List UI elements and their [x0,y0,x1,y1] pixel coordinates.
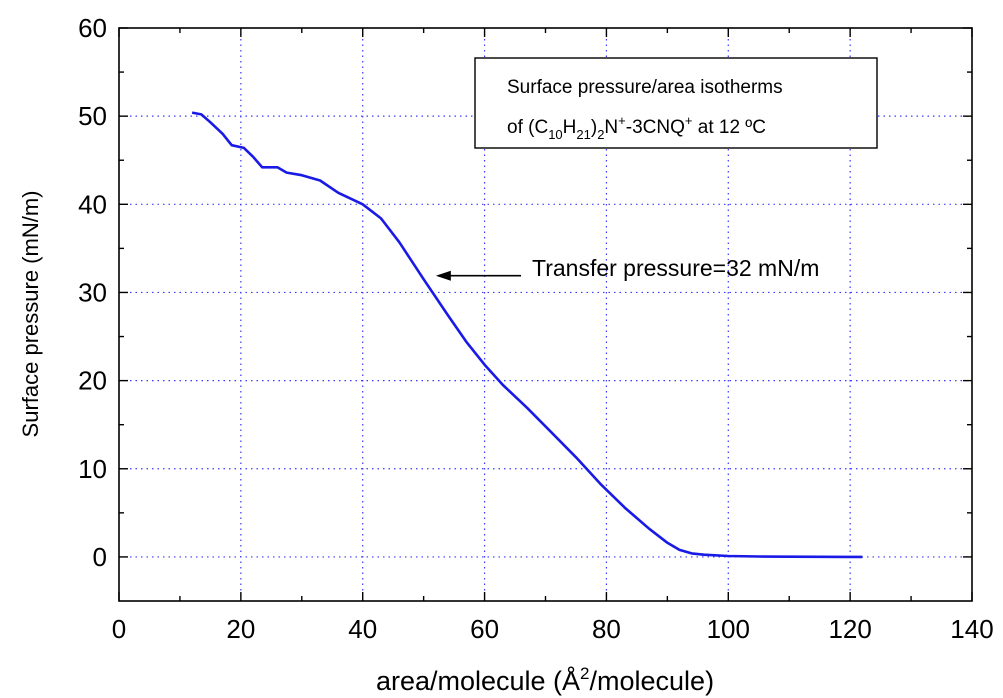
series-layer [191,111,863,559]
x-tick-label: 0 [112,614,126,644]
x-tick-label: 80 [592,614,621,644]
y-axis-title: Surface pressure (mN/m) [18,191,43,438]
legend-text-part: H [563,117,577,138]
axis-ticks [118,27,973,601]
y-tick-label: 30 [78,277,107,307]
annotation-label: Transfer pressure=32 mN/m [532,255,819,281]
annotation-arrowhead [435,270,451,281]
x-tick-label: 20 [226,614,255,644]
legend-text-part: + [685,113,693,128]
legend-text-part: of (C [507,117,548,138]
legend-text-part: at 12 ºC [692,117,765,138]
legend-text-part: N [604,117,618,138]
y-tick-label: 50 [78,101,107,131]
legend-line-2: of (C10H21)2N+-3CNQ+ at 12 ºC [507,113,766,142]
legend-box [474,57,878,149]
legend-text-part: 2 [597,127,604,142]
legend-text-part: ) [591,117,597,138]
x-tick-label: 120 [828,614,871,644]
legend-text-part: -3CNQ [626,117,685,138]
legend-line-1: Surface pressure/area isotherms [507,77,783,98]
y-tick-label: 0 [93,542,107,572]
legend-text-part: + [618,113,626,128]
legend-text-part: 10 [548,127,562,142]
isotherm-curve [191,111,863,559]
y-tick-labels: 0 10 20 30 40 50 60 [78,13,107,572]
x-tick-label: 40 [348,614,377,644]
x-tick-label: 140 [950,614,993,644]
x-axis-title: area/molecule (Å2/molecule) [376,664,714,696]
y-tick-label: 60 [78,13,107,43]
y-tick-label: 10 [78,454,107,484]
y-tick-label: 40 [78,189,107,219]
y-tick-label: 20 [78,366,107,396]
x-tick-label: 60 [470,614,499,644]
x-tick-labels: 0 20 40 60 80 100 120 140 [112,614,994,644]
x-tick-label: 100 [707,614,750,644]
legend-text-part: 21 [576,127,590,142]
